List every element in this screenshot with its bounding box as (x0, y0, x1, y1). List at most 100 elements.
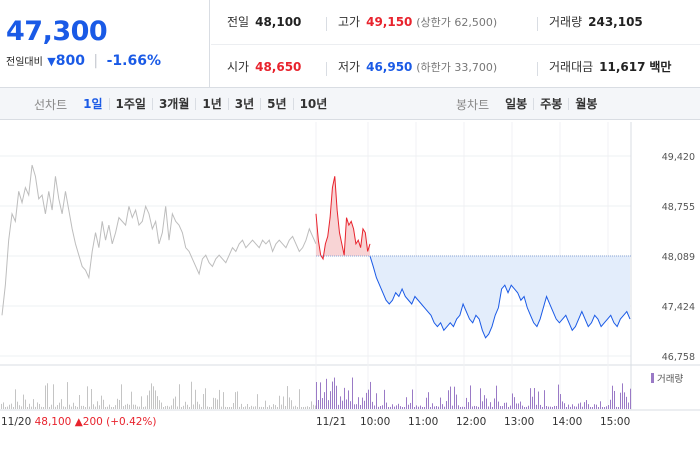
volume-bar (39, 403, 40, 409)
volume-bar (151, 383, 152, 409)
volume-bar (356, 404, 357, 409)
volume-bar (31, 406, 32, 409)
volume-bar (590, 406, 591, 409)
volume-bar (199, 404, 200, 409)
stat-label: 거래량 (549, 15, 583, 29)
volume-bar (372, 401, 373, 409)
volume-bar (235, 392, 236, 409)
volume-bar (580, 402, 581, 409)
volume-bar (596, 404, 597, 409)
row-divider (211, 44, 700, 45)
volume-bar (137, 406, 138, 409)
tab-daily-candle[interactable]: 일봉 (505, 97, 528, 111)
change-separator: | (93, 53, 99, 69)
volume-bar (15, 389, 16, 409)
volume-bar (610, 399, 611, 409)
volume-bar (546, 406, 547, 409)
volume-bar (624, 392, 625, 409)
tab-1week[interactable]: 1주일 (108, 98, 152, 110)
tab-5years[interactable]: 5년 (260, 98, 292, 110)
tab-weekly-candle[interactable]: 주봉 (533, 98, 568, 110)
volume-bar (225, 406, 226, 409)
volume-bar (25, 399, 26, 409)
volume-bar (628, 402, 629, 409)
volume-bar (576, 406, 577, 409)
volume-bar (620, 392, 621, 409)
volume-bar (350, 401, 351, 409)
x-tick-label: 13:00 (504, 416, 534, 428)
volume-bar (398, 403, 399, 409)
volume-bar (506, 402, 507, 409)
volume-bar (588, 404, 589, 409)
volume-bar (241, 403, 242, 409)
tab-3months[interactable]: 3개월 (151, 98, 195, 110)
volume-bar (203, 394, 204, 409)
volume-bar (179, 384, 180, 409)
volume-bar (75, 406, 76, 409)
volume-bar (324, 392, 325, 409)
volume-bar (420, 405, 421, 409)
volume-bar (618, 407, 619, 409)
volume-bar (79, 394, 80, 409)
volume-bar (231, 406, 232, 409)
volume-bar (432, 403, 433, 409)
volume-bar (307, 406, 308, 409)
volume-bar (508, 406, 509, 409)
volume-bar (207, 406, 208, 409)
volume-bar (346, 399, 347, 409)
volume-bar (141, 396, 142, 409)
stats-grid: 전일 48,100 고가 49,150 (상한가 62,500) 거래량 243,10… (211, 0, 700, 88)
volume-bar (368, 389, 369, 409)
tab-1day[interactable]: 1일 (83, 97, 103, 111)
volume-bar (21, 406, 22, 409)
volume-bar (249, 406, 250, 409)
volume-bar (320, 382, 321, 409)
volume-bar (458, 405, 459, 409)
volume-bar (145, 406, 146, 409)
tab-1year[interactable]: 1년 (195, 98, 227, 110)
volume-bar (167, 405, 168, 409)
stat-label: 전일 (227, 15, 250, 29)
volume-bar (287, 386, 288, 409)
volume-bar (315, 405, 316, 409)
volume-bar (233, 402, 234, 409)
volume-bar (53, 384, 54, 409)
volume-bar (17, 401, 18, 409)
volume-bar (550, 406, 551, 409)
volume-bar (406, 397, 407, 409)
tab-3years[interactable]: 3년 (227, 98, 260, 110)
volume-bar (540, 404, 541, 409)
volume-bar (261, 406, 262, 409)
volume-bar (175, 396, 176, 409)
volume-bar (159, 400, 160, 409)
volume-bar (560, 394, 561, 409)
volume-bar (55, 406, 56, 409)
volume-bar (354, 404, 355, 409)
volume-bar (492, 406, 493, 409)
volume-bar (484, 395, 485, 409)
volume-bar (191, 381, 192, 409)
stat-value: 46,950 (366, 60, 413, 74)
volume-bar (418, 406, 419, 409)
tab-10years[interactable]: 10년 (292, 98, 334, 110)
volume-bar (277, 406, 278, 409)
stat-value: 11,617 (599, 60, 646, 74)
volume-bar (392, 404, 393, 409)
volume-bar (434, 406, 435, 409)
change-percent: -1.66% (106, 53, 161, 69)
volume-bar (205, 388, 206, 409)
volume-bar (606, 406, 607, 409)
quote-summary: 47,300 전일대비 ▼800 | -1.66% 전일 48,100 고가 49,… (0, 0, 700, 88)
volume-bar (586, 400, 587, 409)
volume-bar (91, 389, 92, 409)
volume-bar (211, 406, 212, 409)
intraday-chart[interactable]: 49,420 48,755 48,089 47,424 46,758 거래량 11/21 10… (0, 122, 700, 450)
volume-bar (428, 392, 429, 409)
volume-bar (374, 405, 375, 409)
prev-day-close: 48,100 (35, 416, 75, 428)
volume-bar (155, 390, 156, 409)
volume-bar (213, 397, 214, 409)
stat-prev-close: 전일 48,100 (227, 12, 301, 32)
tab-monthly-candle[interactable]: 월봉 (568, 98, 603, 110)
volume-bar (49, 406, 50, 409)
